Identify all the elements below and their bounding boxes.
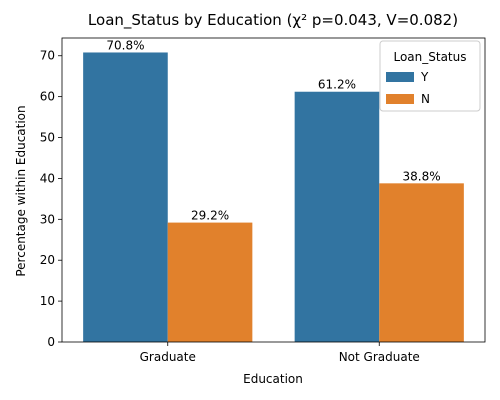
x-tick-label: Graduate	[140, 350, 196, 364]
legend-title: Loan_Status	[393, 50, 466, 64]
legend-swatch-y	[386, 72, 414, 82]
y-tick-label: 10	[40, 294, 55, 308]
bar-y-not-graduate	[294, 91, 380, 342]
bar-n-graduate	[167, 222, 253, 342]
y-tick-label: 0	[47, 335, 55, 349]
y-tick-label: 40	[40, 171, 55, 185]
y-tick-label: 50	[40, 131, 55, 145]
data-label-n-not-graduate: 38.8%	[402, 169, 440, 183]
data-label-y-graduate: 70.8%	[106, 38, 144, 52]
axes-frame	[61, 37, 486, 343]
plot-area: 70.8% 29.2% Graduate 61.2% 38.8% Not Graduate…	[40, 37, 486, 364]
legend: Loan_Status YN	[379, 40, 481, 112]
y-tick-label: 20	[40, 253, 55, 267]
y-tick-label: 60	[40, 90, 55, 104]
legend-frame	[379, 40, 481, 112]
y-axis-label: Percentage within Education	[14, 105, 28, 276]
chart-title: Loan_Status by Education (χ² p=0.043, V=…	[88, 11, 458, 30]
x-axis-label: Education	[243, 372, 303, 386]
x-tick-label: Not Graduate	[339, 350, 420, 364]
legend-swatch-n	[386, 94, 414, 104]
y-tick-label: 30	[40, 212, 55, 226]
bar-n-not-graduate	[379, 183, 464, 342]
data-label-y-not-graduate: 61.2%	[318, 78, 356, 92]
y-tick-label: 70	[40, 49, 55, 63]
bar-y-graduate	[83, 52, 168, 342]
legend-label-y: Y	[420, 70, 429, 84]
legend-label-n: N	[421, 92, 430, 106]
data-label-n-graduate: 29.2%	[191, 209, 229, 223]
